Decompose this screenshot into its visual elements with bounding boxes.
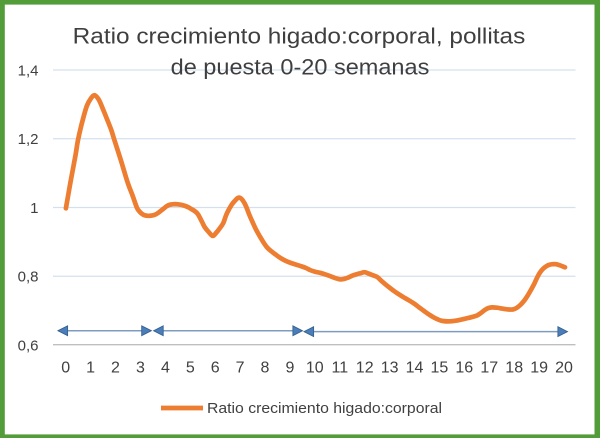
svg-text:13: 13	[381, 360, 399, 377]
svg-text:14: 14	[406, 360, 424, 377]
svg-text:1,2: 1,2	[18, 131, 39, 148]
svg-text:19: 19	[530, 360, 548, 377]
svg-text:Ratio crecimiento higado:corpo: Ratio crecimiento higado:corporal, polli…	[73, 24, 526, 49]
svg-text:10: 10	[306, 360, 324, 377]
svg-text:18: 18	[505, 360, 523, 377]
svg-text:0,8: 0,8	[18, 269, 39, 286]
svg-text:15: 15	[431, 360, 449, 377]
svg-text:12: 12	[356, 360, 374, 377]
svg-text:2: 2	[111, 360, 120, 377]
svg-text:0: 0	[61, 360, 70, 377]
svg-text:Ratio crecimiento higado:corpo: Ratio crecimiento higado:corporal	[207, 400, 442, 417]
svg-text:1,4: 1,4	[18, 62, 39, 79]
svg-text:4: 4	[161, 360, 170, 377]
svg-text:0,6: 0,6	[18, 337, 39, 354]
svg-text:5: 5	[186, 360, 195, 377]
svg-text:8: 8	[261, 360, 270, 377]
svg-text:11: 11	[331, 360, 348, 377]
svg-text:6: 6	[211, 360, 220, 377]
svg-text:1: 1	[86, 360, 95, 377]
svg-text:3: 3	[136, 360, 145, 377]
svg-text:17: 17	[480, 360, 498, 377]
svg-text:1: 1	[30, 200, 38, 217]
svg-text:9: 9	[285, 360, 294, 377]
svg-text:de puesta 0-20 semanas: de puesta 0-20 semanas	[171, 54, 430, 79]
svg-text:7: 7	[236, 360, 245, 377]
svg-text:20: 20	[555, 360, 573, 377]
svg-text:16: 16	[455, 360, 473, 377]
